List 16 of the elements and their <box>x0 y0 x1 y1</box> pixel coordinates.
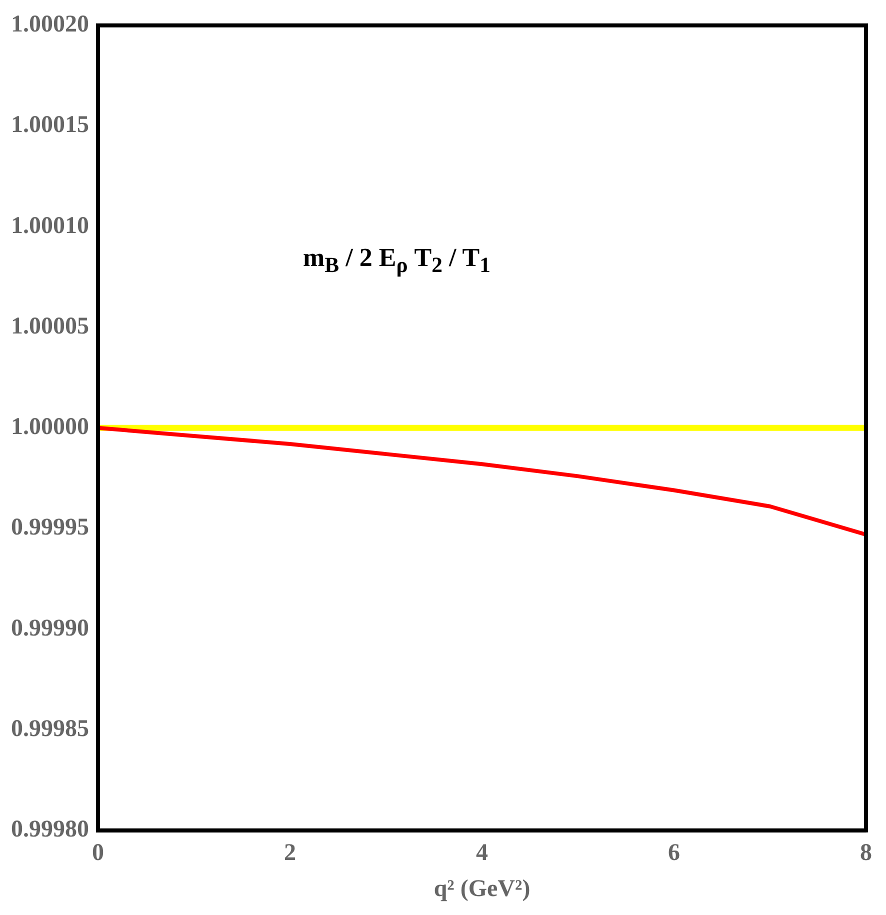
x-tick-label: 4 <box>476 840 488 866</box>
y-tick-label: 0.99995 <box>11 514 89 541</box>
x-tick-label: 8 <box>860 840 872 866</box>
y-tick-label: 0.99980 <box>11 816 89 843</box>
y-tick-label: 1.00020 <box>11 12 89 38</box>
x-tick-label: 0 <box>92 840 104 866</box>
y-tick-label: 1.00010 <box>11 212 89 239</box>
y-tick-label: 1.00015 <box>11 112 89 138</box>
x-tick-label: 6 <box>668 840 680 866</box>
x-tick-label: 2 <box>284 840 296 866</box>
y-tick-label: 0.99990 <box>11 615 89 642</box>
x-axis-title: q² (GeV²) <box>434 876 530 902</box>
y-tick-label: 1.00000 <box>11 414 89 440</box>
y-tick-label: 1.00005 <box>11 313 89 340</box>
y-tick-label: 0.99985 <box>11 716 89 742</box>
annotation: m$_{B}$ / 2 E$_{ρ}$ T$_{2}$ / T$_{1}$ <box>303 243 490 278</box>
